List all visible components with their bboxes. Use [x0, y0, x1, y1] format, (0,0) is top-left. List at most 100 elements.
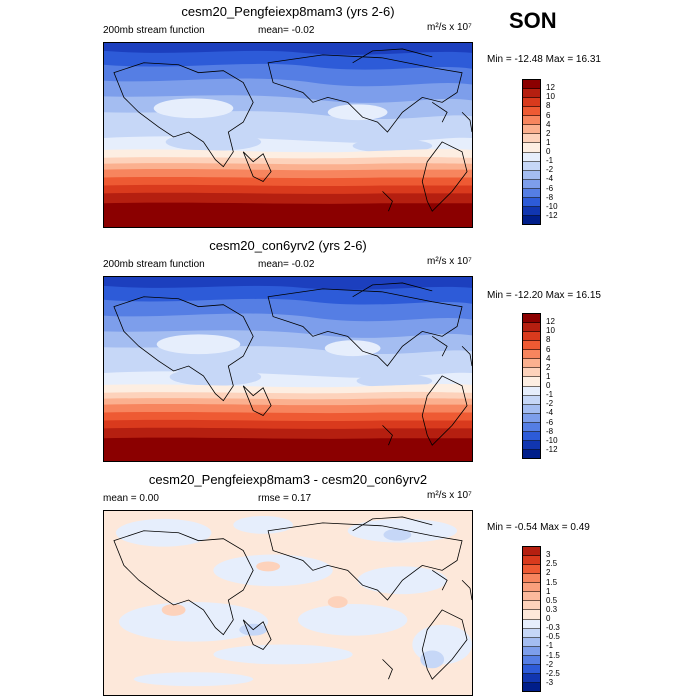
panel-2-colorbar	[522, 313, 541, 459]
colorbar-tick-label: -0.3	[546, 623, 560, 633]
colorbar-tick-label: -12	[546, 210, 558, 220]
season-label: SON	[509, 8, 557, 33]
colorbar-swatch	[523, 80, 540, 90]
colorbar-swatch	[523, 404, 540, 414]
colorbar-swatch	[523, 386, 540, 396]
colorbar-swatch	[523, 682, 540, 691]
colorbar-swatch	[523, 556, 540, 566]
panel-2-map	[103, 276, 473, 462]
colorbar-tick-label: -2	[546, 165, 554, 175]
colorbar-swatch	[523, 646, 540, 656]
panel-1-title: cesm20_Pengfeiexp8mam3 (yrs 2-6)	[181, 4, 395, 19]
colorbar-swatch	[523, 673, 540, 683]
colorbar-swatch	[523, 422, 540, 432]
colorbar-swatch	[523, 170, 540, 180]
colorbar-tick-label: -1	[546, 641, 554, 651]
colorbar-tick-label: -10	[546, 435, 558, 445]
colorbar-tick-label: 2.5	[546, 559, 558, 569]
colorbar-swatch	[523, 431, 540, 441]
colorbar-tick-label: -2	[546, 399, 554, 409]
colorbar-swatch	[523, 610, 540, 620]
colorbar-swatch	[523, 143, 540, 153]
panel-3-map	[103, 510, 473, 696]
colorbar-tick-label: 0.5	[546, 595, 558, 605]
colorbar-swatch	[523, 413, 540, 423]
colorbar-swatch	[523, 188, 540, 198]
colorbar-tick-label: 1	[546, 586, 551, 596]
colorbar-tick-label: 6	[546, 110, 551, 120]
colorbar-tick-label: -6	[546, 417, 554, 427]
colorbar-swatch	[523, 341, 540, 351]
colorbar-swatch	[523, 179, 540, 189]
panel-1-colorbar	[522, 79, 541, 225]
colorbar-swatch	[523, 574, 540, 584]
colorbar-swatch	[523, 125, 540, 135]
colorbar-swatch	[523, 98, 540, 108]
colorbar-swatch	[523, 107, 540, 117]
colorbar-tick-label: 3	[546, 550, 551, 560]
colorbar-swatch	[523, 547, 540, 557]
colorbar-tick-label: 2	[546, 128, 551, 138]
colorbar-swatch	[523, 637, 540, 647]
colorbar-swatch	[523, 134, 540, 144]
colorbar-tick-label: -10	[546, 201, 558, 211]
colorbar-swatch	[523, 161, 540, 171]
colorbar-swatch	[523, 323, 540, 333]
colorbar-swatch	[523, 152, 540, 162]
colorbar-swatch	[523, 206, 540, 216]
panel-1-mean-label: mean= -0.02	[258, 25, 315, 36]
colorbar-swatch	[523, 592, 540, 602]
colorbar-tick-label: 1	[546, 371, 551, 381]
panel-1-units-label: m²/s x 10⁷	[427, 22, 472, 33]
colorbar-swatch	[523, 565, 540, 575]
panel-1-map	[103, 42, 473, 228]
panel-3-title: cesm20_Pengfeiexp8mam3 - cesm20_con6yrv2	[148, 472, 428, 487]
colorbar-swatch	[523, 619, 540, 629]
colorbar-tick-label: 8	[546, 101, 551, 111]
colorbar-tick-label: 12	[546, 317, 555, 327]
colorbar-tick-label: 2	[546, 568, 551, 578]
colorbar-tick-label: -4	[546, 174, 554, 184]
colorbar-swatch	[523, 368, 540, 378]
colorbar-swatch	[523, 395, 540, 405]
colorbar-tick-label: -6	[546, 183, 554, 193]
panel-1-minmax: Min = -12.48 Max = 16.31	[487, 54, 601, 65]
panel-2-title: cesm20_con6yrv2 (yrs 2-6)	[209, 238, 367, 253]
colorbar-tick-label: -8	[546, 192, 554, 202]
colorbar-swatch	[523, 377, 540, 387]
colorbar-tick-label: -0.5	[546, 632, 560, 642]
colorbar-tick-label: -1	[546, 156, 554, 166]
colorbar-tick-label: 10	[546, 326, 555, 336]
panel-2-variable-label: 200mb stream function	[103, 259, 205, 270]
colorbar-swatch	[523, 197, 540, 207]
colorbar-swatch	[523, 314, 540, 324]
colorbar-tick-label: 0	[546, 147, 551, 156]
colorbar-swatch	[523, 628, 540, 638]
colorbar-swatch	[523, 440, 540, 450]
colorbar-tick-label: 10	[546, 92, 555, 102]
colorbar-tick-label: 12	[546, 83, 555, 93]
panel-1-variable-label: 200mb stream function	[103, 25, 205, 36]
colorbar-swatch	[523, 332, 540, 342]
colorbar-tick-label: 8	[546, 335, 551, 345]
colorbar-tick-label: 4	[546, 353, 551, 363]
colorbar-tick-label: 0.3	[546, 604, 558, 614]
colorbar-tick-label: -4	[546, 408, 554, 418]
colorbar-tick-label: -2	[546, 659, 554, 669]
panel-3-minmax: Min = -0.54 Max = 0.49	[487, 522, 590, 533]
colorbar-swatch	[523, 359, 540, 369]
panel-3-units-label: m²/s x 10⁷	[427, 490, 472, 501]
colorbar-swatch	[523, 449, 540, 458]
colorbar-tick-label: 6	[546, 344, 551, 354]
colorbar-tick-label: -1	[546, 390, 554, 400]
colorbar-tick-label: 0	[546, 614, 551, 623]
colorbar-tick-label: -1.5	[546, 650, 560, 660]
colorbar-tick-label: -2.5	[546, 668, 560, 678]
colorbar-tick-label: -8	[546, 426, 554, 436]
colorbar-swatch	[523, 655, 540, 665]
colorbar-tick-label: -3	[546, 677, 554, 687]
colorbar-swatch	[523, 116, 540, 126]
colorbar-tick-label: 1	[546, 137, 551, 147]
panel-2-units-label: m²/s x 10⁷	[427, 256, 472, 267]
colorbar-swatch	[523, 664, 540, 674]
